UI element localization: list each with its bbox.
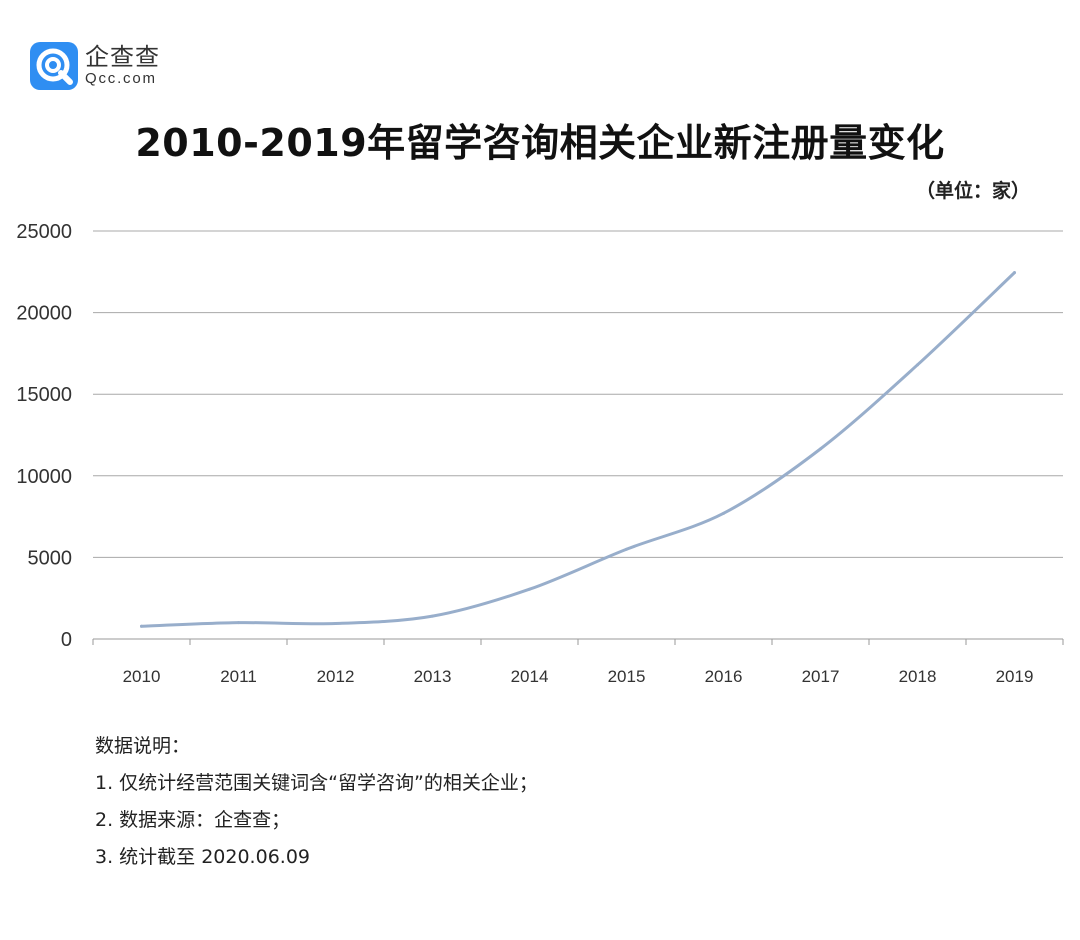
data-point-2011	[237, 621, 240, 625]
data-point-2017	[819, 447, 822, 451]
logo: 企查查 Qcc.com	[30, 42, 160, 90]
unit-label: （单位：家）	[915, 180, 1030, 202]
x-tick-label-2010: 2010	[123, 667, 161, 686]
series-line-0	[140, 271, 1016, 628]
x-tick-label-2013: 2013	[414, 667, 452, 686]
data-point-2012	[334, 621, 337, 625]
x-tick-label-2019: 2019	[996, 667, 1034, 686]
data-point-2019	[1013, 271, 1016, 275]
data-point-2014	[528, 587, 531, 591]
data-point-2016	[722, 511, 725, 515]
x-tick-label-2011: 2011	[220, 667, 257, 686]
note-item-2: 2. 数据来源：企查查；	[95, 809, 291, 831]
logo-brand-text: 企查查	[85, 43, 160, 71]
note-item-1: 1. 仅统计经营范围关键词含“留学咨询”的相关企业；	[95, 772, 538, 794]
y-tick-label-0: 0	[61, 629, 72, 651]
y-tick-label-25000: 25000	[16, 221, 72, 243]
x-axis: 2010 2011 2012 2013 2014 2015 2016 2017 2018 2019	[92, 639, 1064, 686]
note-item-3: 3. 统计截至 2020.06.09	[95, 846, 310, 868]
chart-title: 2010-2019年留学咨询相关企业新注册量变化	[135, 121, 945, 165]
data-point-2013	[431, 614, 434, 618]
series-layer	[140, 271, 1016, 628]
y-tick-label-20000: 20000	[16, 303, 72, 325]
data-point-2010	[140, 624, 143, 628]
x-tick-label-2017: 2017	[802, 667, 840, 686]
x-tick-label-2016: 2016	[705, 667, 743, 686]
x-tick-label-2015: 2015	[608, 667, 646, 686]
x-tick-label-2018: 2018	[899, 667, 937, 686]
data-point-2015	[625, 547, 628, 551]
grid-lines	[93, 230, 1063, 640]
y-tick-label-10000: 10000	[16, 466, 72, 488]
x-tick-label-2014: 2014	[511, 667, 549, 686]
data-point-2018	[916, 363, 919, 367]
y-tick-label-5000: 5000	[28, 547, 73, 569]
data-notes: 数据说明： 1. 仅统计经营范围关键词含“留学咨询”的相关企业； 2. 数据来源…	[95, 733, 538, 881]
notes-heading: 数据说明：	[95, 735, 191, 757]
qcc-logo-icon	[30, 42, 78, 90]
y-tick-label-15000: 15000	[16, 384, 72, 406]
x-tick-label-2012: 2012	[317, 667, 355, 686]
y-axis-ticks: 25000 20000 15000 10000 5000 0	[16, 221, 72, 651]
logo-domain-text: Qcc.com	[85, 70, 157, 87]
